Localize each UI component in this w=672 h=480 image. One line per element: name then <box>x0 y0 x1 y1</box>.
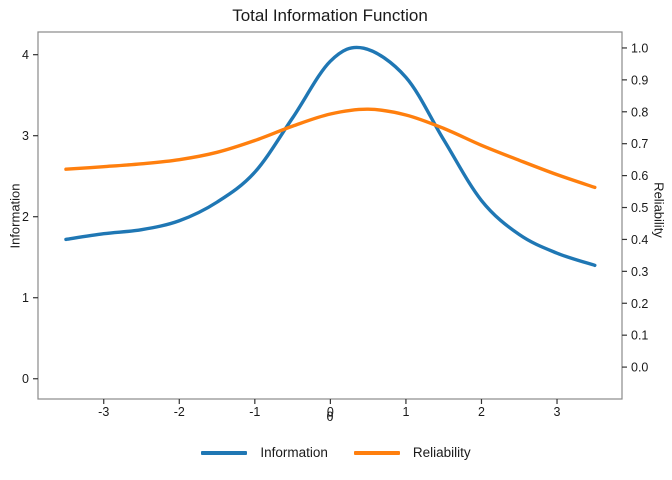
x-tick-label: -2 <box>174 405 185 419</box>
legend-item-reliability: Reliability <box>353 445 471 460</box>
legend-item-information: Information <box>201 445 328 460</box>
x-tick-label: 1 <box>402 405 409 419</box>
legend: Information Reliability <box>0 445 672 460</box>
y-left-axis-title: Information <box>7 183 23 249</box>
y-left-tick-label: 4 <box>22 48 29 62</box>
y-right-tick-label: 0.0 <box>631 361 648 375</box>
chart-title: Total Information Function <box>232 6 428 25</box>
x-tick-label: 2 <box>478 405 485 419</box>
x-tick-label: -3 <box>98 405 109 419</box>
y-left-tick-label: 3 <box>22 129 29 143</box>
y-right-tick-label: 0.6 <box>631 169 648 183</box>
y-left-tick-label: 2 <box>22 210 29 224</box>
x-axis-title: θ <box>326 409 334 424</box>
information-line-swatch <box>201 450 248 455</box>
reliability-line-swatch <box>353 450 400 455</box>
y-right-tick-label: 0.3 <box>631 265 648 279</box>
y-right-tick-label: 0.2 <box>631 297 648 311</box>
x-tick-label: 0 <box>327 405 334 419</box>
legend-label-reliability: Reliability <box>412 445 471 460</box>
information-line <box>64 45 597 268</box>
y-left-tick-label: 1 <box>22 291 29 305</box>
y-right-tick-label: 0.7 <box>631 137 648 151</box>
y-right-tick-label: 0.1 <box>631 329 648 343</box>
y-right-tick-label: 0.8 <box>631 105 648 119</box>
y-right-axis-title: Reliability <box>651 182 667 238</box>
y-right-tick-label: 1.0 <box>631 41 648 55</box>
x-tick-label: 3 <box>554 405 561 419</box>
x-tick-label: -1 <box>249 405 260 419</box>
plot-border <box>37 31 623 400</box>
y-right-tick-label: 0.5 <box>631 201 648 215</box>
legend-label-information: Information <box>260 445 328 460</box>
y-right-tick-label: 0.4 <box>631 233 648 247</box>
y-right-tick-label: 0.9 <box>631 73 648 87</box>
y-left-tick-label: 0 <box>22 372 29 386</box>
reliability-line <box>64 107 597 190</box>
